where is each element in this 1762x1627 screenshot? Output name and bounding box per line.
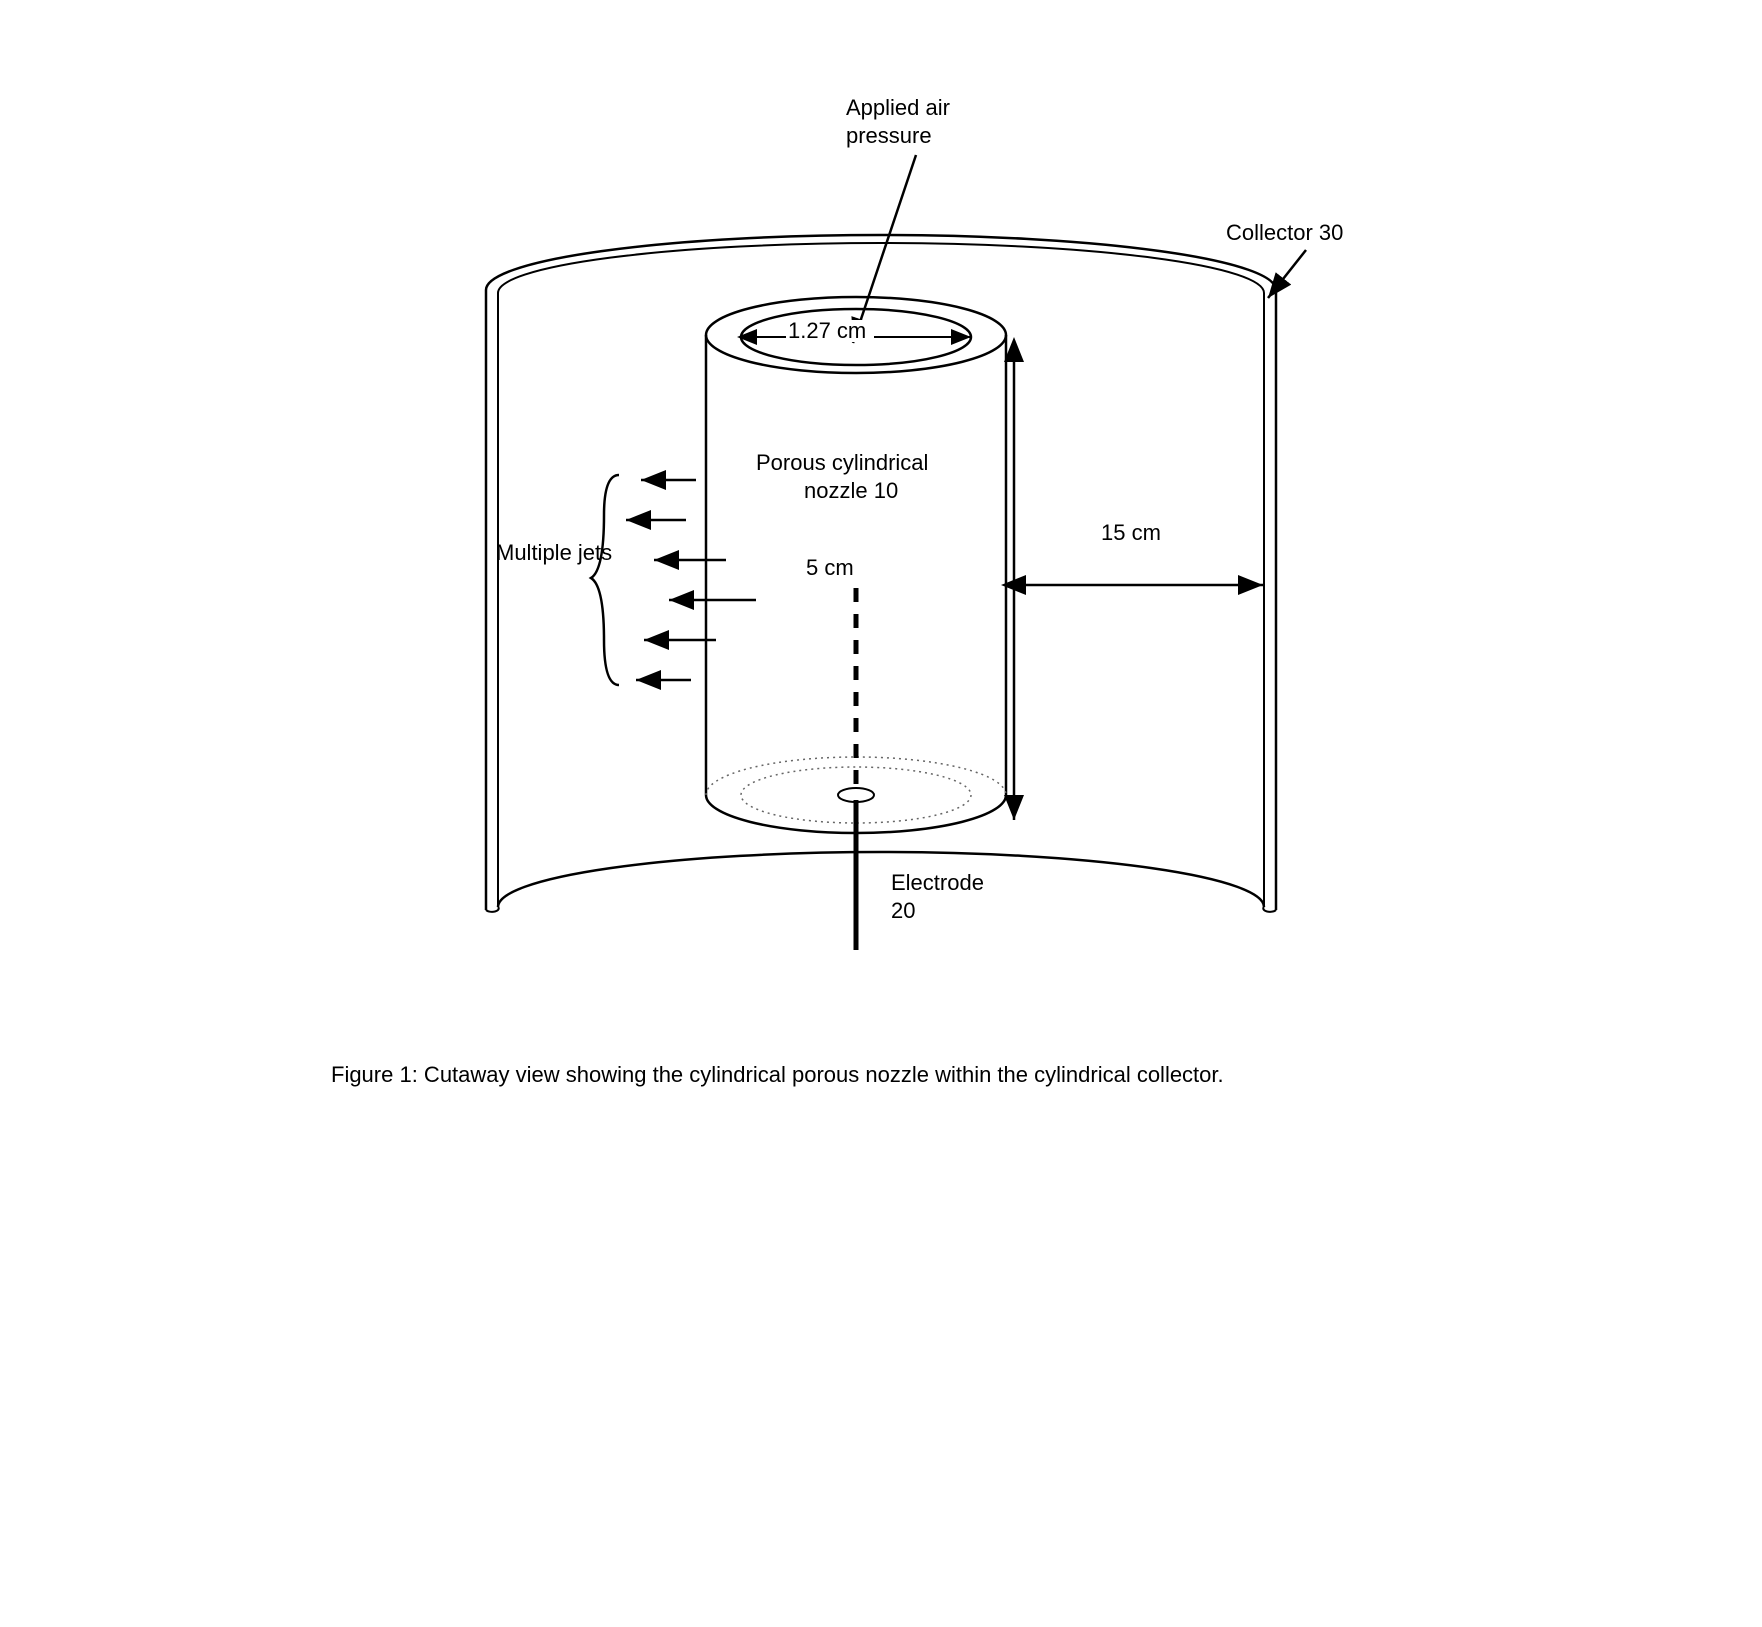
label-nozzle-height: 5 cm: [806, 555, 854, 580]
label-applied-air-1: Applied air: [846, 95, 950, 120]
label-applied-air-2: pressure: [846, 123, 932, 148]
arrow-applied-air: [853, 155, 916, 343]
collector-right-cap: [1263, 907, 1276, 912]
label-electrode-1: Electrode: [891, 870, 984, 895]
jet-arrows-group: [626, 480, 756, 680]
diagram-area: Applied air pressure Collector 30: [331, 40, 1431, 1040]
electrode-entry-hole: [838, 788, 874, 802]
jets-brace: [591, 475, 619, 685]
label-porous-2: nozzle 10: [804, 478, 898, 503]
diagram-svg: Applied air pressure Collector 30: [356, 40, 1406, 1040]
label-porous-1: Porous cylindrical: [756, 450, 928, 475]
label-multiple-jets: Multiple jets: [496, 540, 612, 565]
label-inner-diameter: 1.27 cm: [788, 318, 866, 343]
collector-bottom-back: [498, 852, 1264, 907]
collector-left-cap: [486, 907, 499, 912]
label-electrode-2: 20: [891, 898, 915, 923]
label-collector: Collector 30: [1226, 220, 1343, 245]
arrow-collector: [1268, 250, 1306, 298]
figure-caption: Figure 1: Cutaway view showing the cylin…: [331, 1060, 1431, 1090]
label-gap: 15 cm: [1101, 520, 1161, 545]
